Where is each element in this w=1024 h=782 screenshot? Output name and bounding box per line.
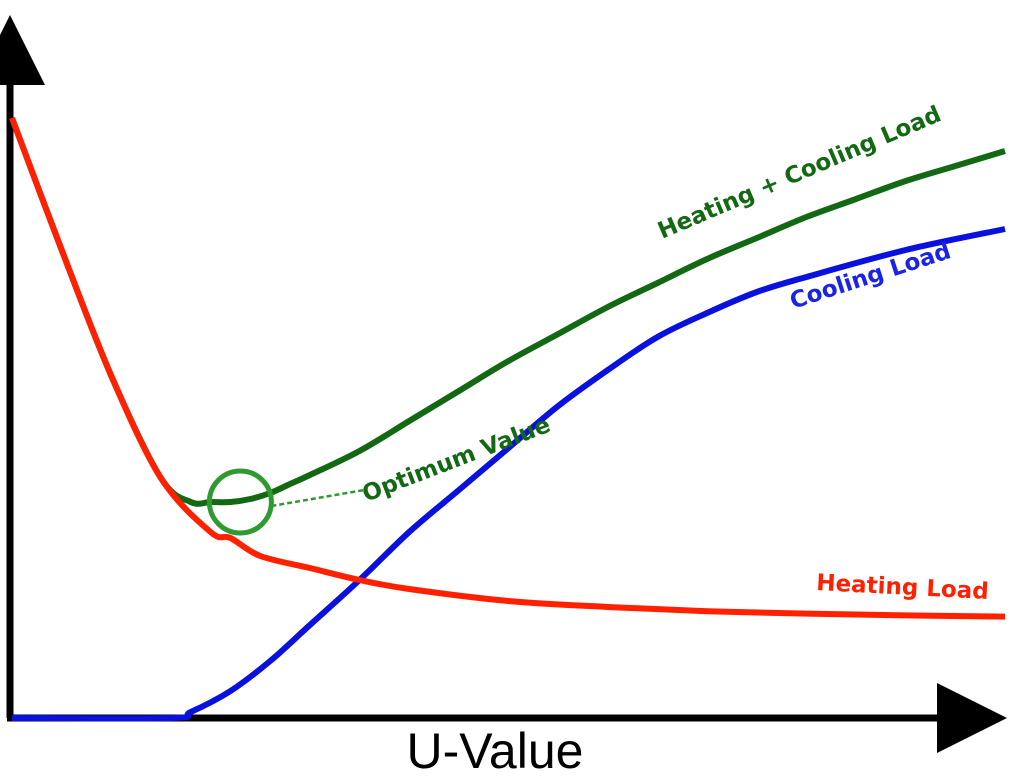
optimum-marker-circle xyxy=(206,468,274,536)
optimum-leader-line xyxy=(271,488,365,508)
series-layer xyxy=(9,116,1006,722)
heating-load-label: Heating Load xyxy=(816,570,990,605)
x-axis-label: U-Value xyxy=(407,723,584,779)
cooling-load-line xyxy=(11,226,1006,722)
heating-cooling-load-label: Heating + Cooling Load xyxy=(654,101,945,244)
heating-load-line xyxy=(9,116,1006,620)
annotation-layer xyxy=(206,468,365,536)
